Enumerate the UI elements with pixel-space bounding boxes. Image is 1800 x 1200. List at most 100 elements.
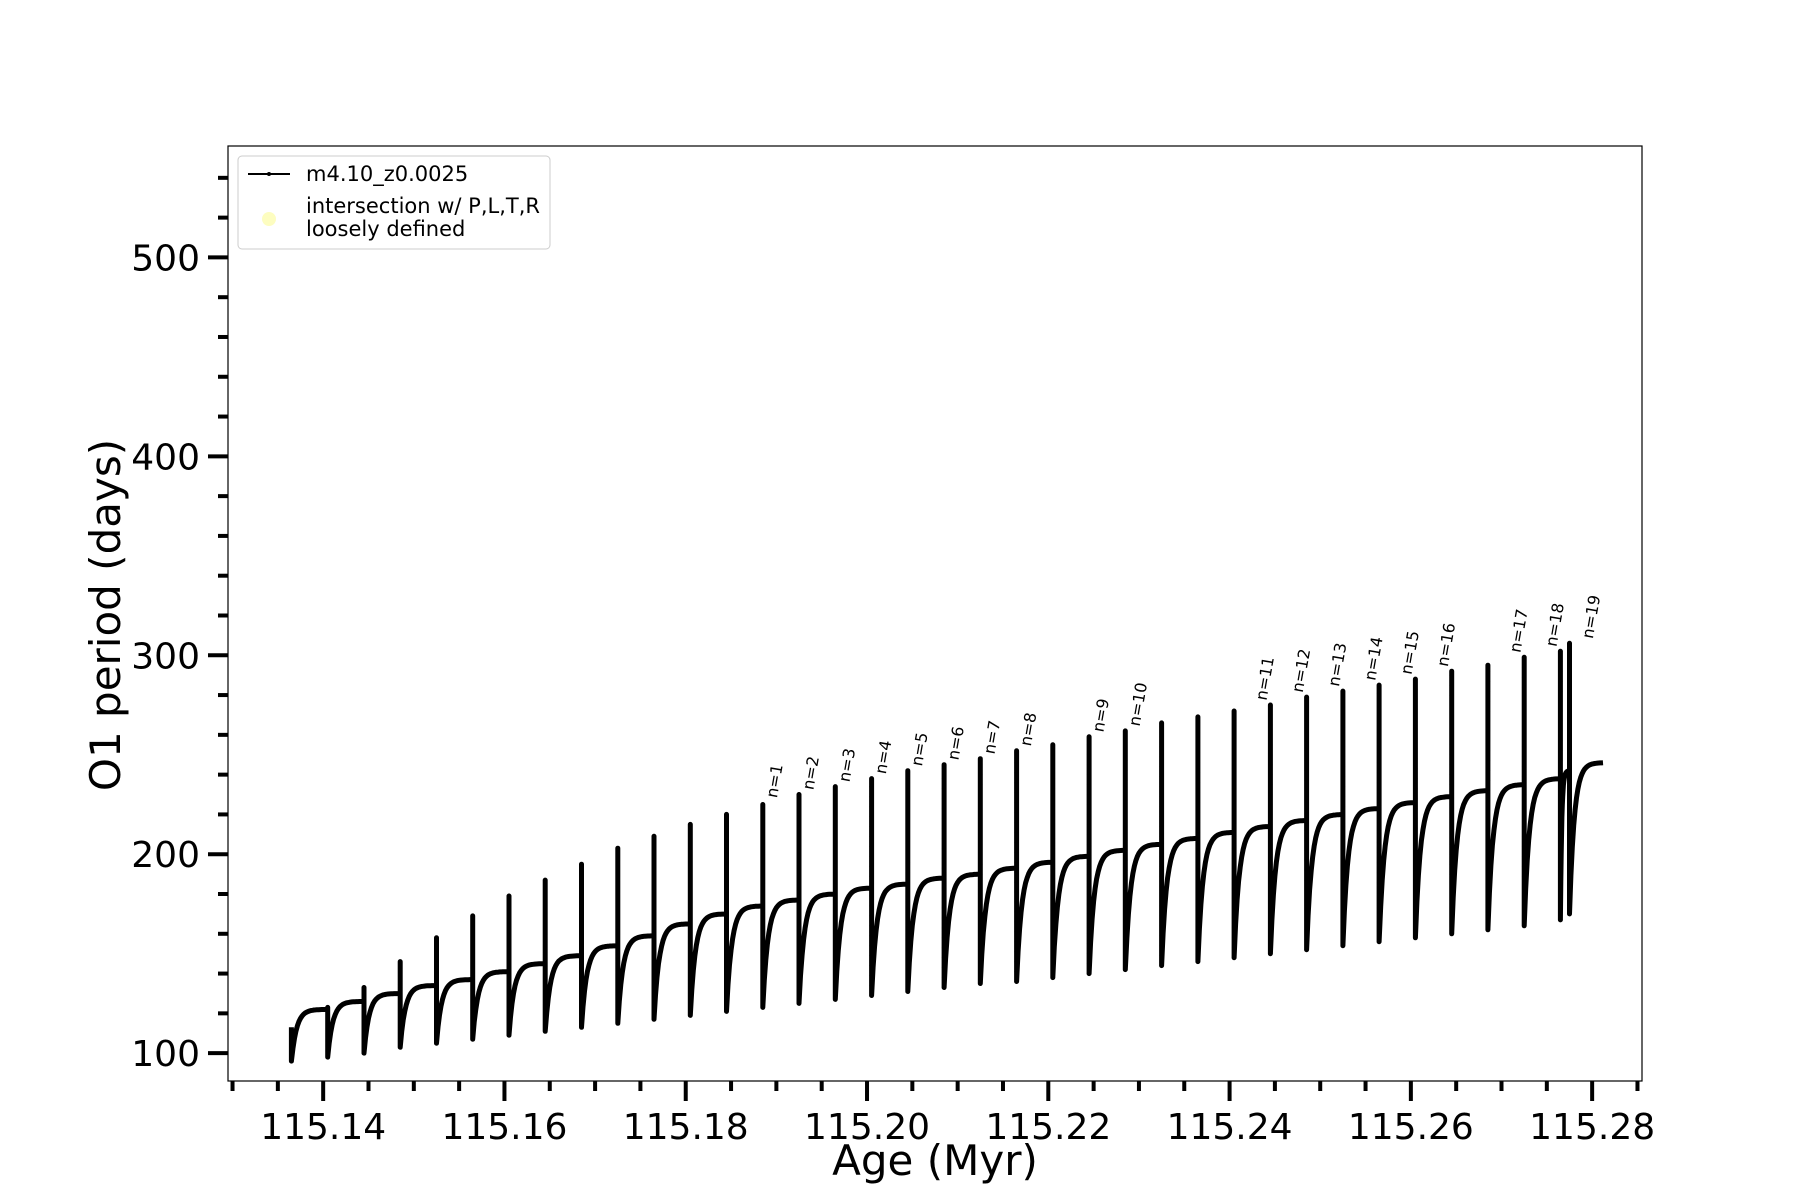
series-point (1304, 838, 1309, 843)
series-point (1086, 742, 1092, 747)
series-point (905, 820, 911, 825)
series-point (1123, 818, 1128, 823)
series-point (1159, 854, 1164, 859)
series-point (651, 848, 657, 853)
series-point (1449, 712, 1454, 718)
series-point (1340, 873, 1346, 879)
series-point (905, 919, 911, 925)
series-point (1050, 826, 1056, 831)
series-point (1014, 879, 1019, 885)
series-point (470, 957, 475, 962)
series-point (1558, 857, 1563, 863)
series-point (1449, 901, 1454, 907)
y-tick-label: 100 (131, 1034, 200, 1075)
series-point (1159, 873, 1164, 879)
series-point (579, 895, 584, 901)
series-point (470, 1007, 475, 1012)
series-point (1558, 788, 1563, 793)
series-point (1123, 877, 1128, 883)
series-point (1485, 828, 1491, 833)
series-point (941, 846, 947, 851)
series-point (760, 826, 765, 831)
series-point (833, 848, 838, 853)
series-point (1521, 674, 1527, 680)
series-point (1304, 788, 1309, 793)
series-point (1159, 734, 1164, 740)
series-point (1340, 913, 1346, 919)
series-point (1159, 883, 1164, 889)
series-point (434, 961, 439, 966)
series-point (615, 871, 620, 877)
series-point (398, 1015, 403, 1020)
series-point (905, 859, 911, 865)
series-point (941, 836, 947, 841)
series-point (1050, 846, 1056, 851)
series-point (579, 885, 584, 891)
series-point (941, 816, 947, 821)
series-point (470, 997, 475, 1002)
series-point (1268, 852, 1273, 857)
series-point (1340, 784, 1346, 789)
series-point (833, 907, 838, 913)
series-point (724, 879, 729, 885)
series-point (1231, 885, 1237, 891)
series-point (1159, 963, 1164, 968)
series-point (1304, 768, 1309, 773)
series-point (1195, 840, 1201, 845)
series-point (1086, 861, 1092, 867)
series-point (833, 897, 838, 903)
series-point (1123, 917, 1128, 923)
series-point (1449, 742, 1454, 747)
series-point (543, 909, 548, 915)
series-point (289, 1039, 294, 1044)
series-point (1449, 852, 1454, 857)
series-point (796, 931, 802, 936)
series-point (1123, 798, 1128, 803)
legend: m4.10_z0.0025 intersection w/ P,L,T,R lo… (237, 155, 551, 250)
series-point (470, 1017, 475, 1022)
series-point (615, 981, 620, 986)
series-point (651, 987, 657, 992)
series-point (1521, 744, 1527, 749)
series-point (1086, 901, 1092, 907)
series-point (1050, 756, 1056, 761)
series-point (1558, 838, 1563, 843)
series-point (724, 899, 729, 905)
series-point (1123, 967, 1128, 972)
series-point (1521, 754, 1527, 759)
series-point (833, 828, 838, 833)
series-point (1195, 750, 1201, 755)
series-point (615, 901, 620, 907)
series-point (941, 895, 947, 901)
series-point (1159, 784, 1164, 789)
series-point (543, 999, 548, 1004)
series-point (1159, 893, 1164, 899)
series-point (1485, 768, 1491, 773)
series-point (1567, 692, 1572, 698)
series-point (1413, 696, 1418, 702)
series-point (1050, 975, 1056, 980)
series-point (1340, 704, 1346, 710)
series-point (1558, 758, 1563, 763)
series-point (1340, 714, 1346, 720)
series-point (1567, 782, 1572, 787)
series-point (579, 935, 584, 940)
series-point (1558, 659, 1563, 664)
series-point (724, 919, 729, 925)
series-point (1050, 945, 1056, 950)
series-point (688, 1013, 693, 1018)
plot-frame (227, 145, 1643, 1082)
series-point (1376, 939, 1382, 944)
series-point (1123, 897, 1128, 903)
series-point (1521, 863, 1527, 869)
series-point (760, 935, 765, 940)
series-point (1521, 665, 1527, 670)
series-point (1123, 867, 1128, 873)
series-point (978, 782, 983, 787)
series-point (543, 949, 548, 954)
series-point (1340, 754, 1346, 759)
series-point (1304, 748, 1309, 753)
series-point (688, 963, 693, 968)
series-point (1123, 738, 1128, 744)
series-point (941, 945, 947, 950)
